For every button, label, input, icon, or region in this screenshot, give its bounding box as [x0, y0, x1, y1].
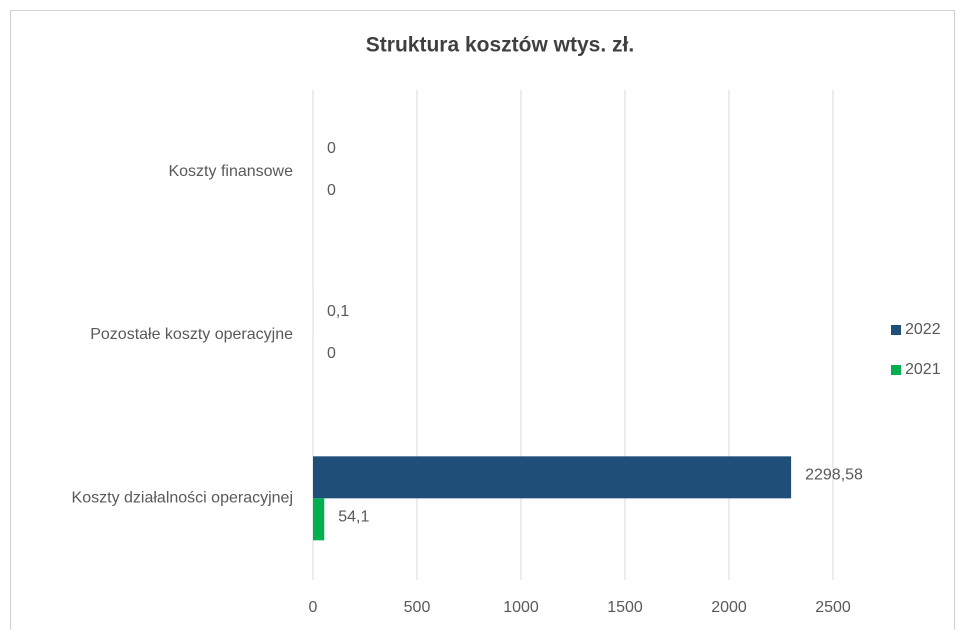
- y-tick-label: Koszty działalności operacyjnej: [72, 490, 293, 507]
- value-label: 0,1: [327, 303, 349, 320]
- bar: [313, 498, 325, 541]
- y-tick-label: Koszty finansowe: [168, 163, 293, 180]
- legend-label: 2022: [905, 321, 941, 338]
- x-tick-label: 0: [309, 599, 318, 616]
- value-label: 0: [327, 140, 336, 157]
- value-label: 0: [327, 182, 336, 199]
- value-label: 2298,58: [805, 467, 863, 484]
- y-tick-label: Pozostałe koszty operacyjne: [90, 326, 293, 343]
- x-tick-label: 1500: [607, 599, 643, 616]
- legend-label: 2021: [905, 361, 941, 378]
- value-label: 0: [327, 345, 336, 362]
- x-tick-label: 2000: [711, 599, 747, 616]
- bar: [313, 456, 792, 499]
- x-tick-label: 1000: [503, 599, 539, 616]
- x-tick-label: 500: [404, 599, 431, 616]
- legend-swatch: [891, 325, 901, 335]
- legend-swatch: [891, 365, 901, 375]
- x-tick-label: 2500: [815, 599, 851, 616]
- chart-title: Struktura kosztów wtys. zł.: [366, 34, 634, 57]
- value-label: 54,1: [338, 509, 369, 526]
- chart-frame: [10, 10, 955, 630]
